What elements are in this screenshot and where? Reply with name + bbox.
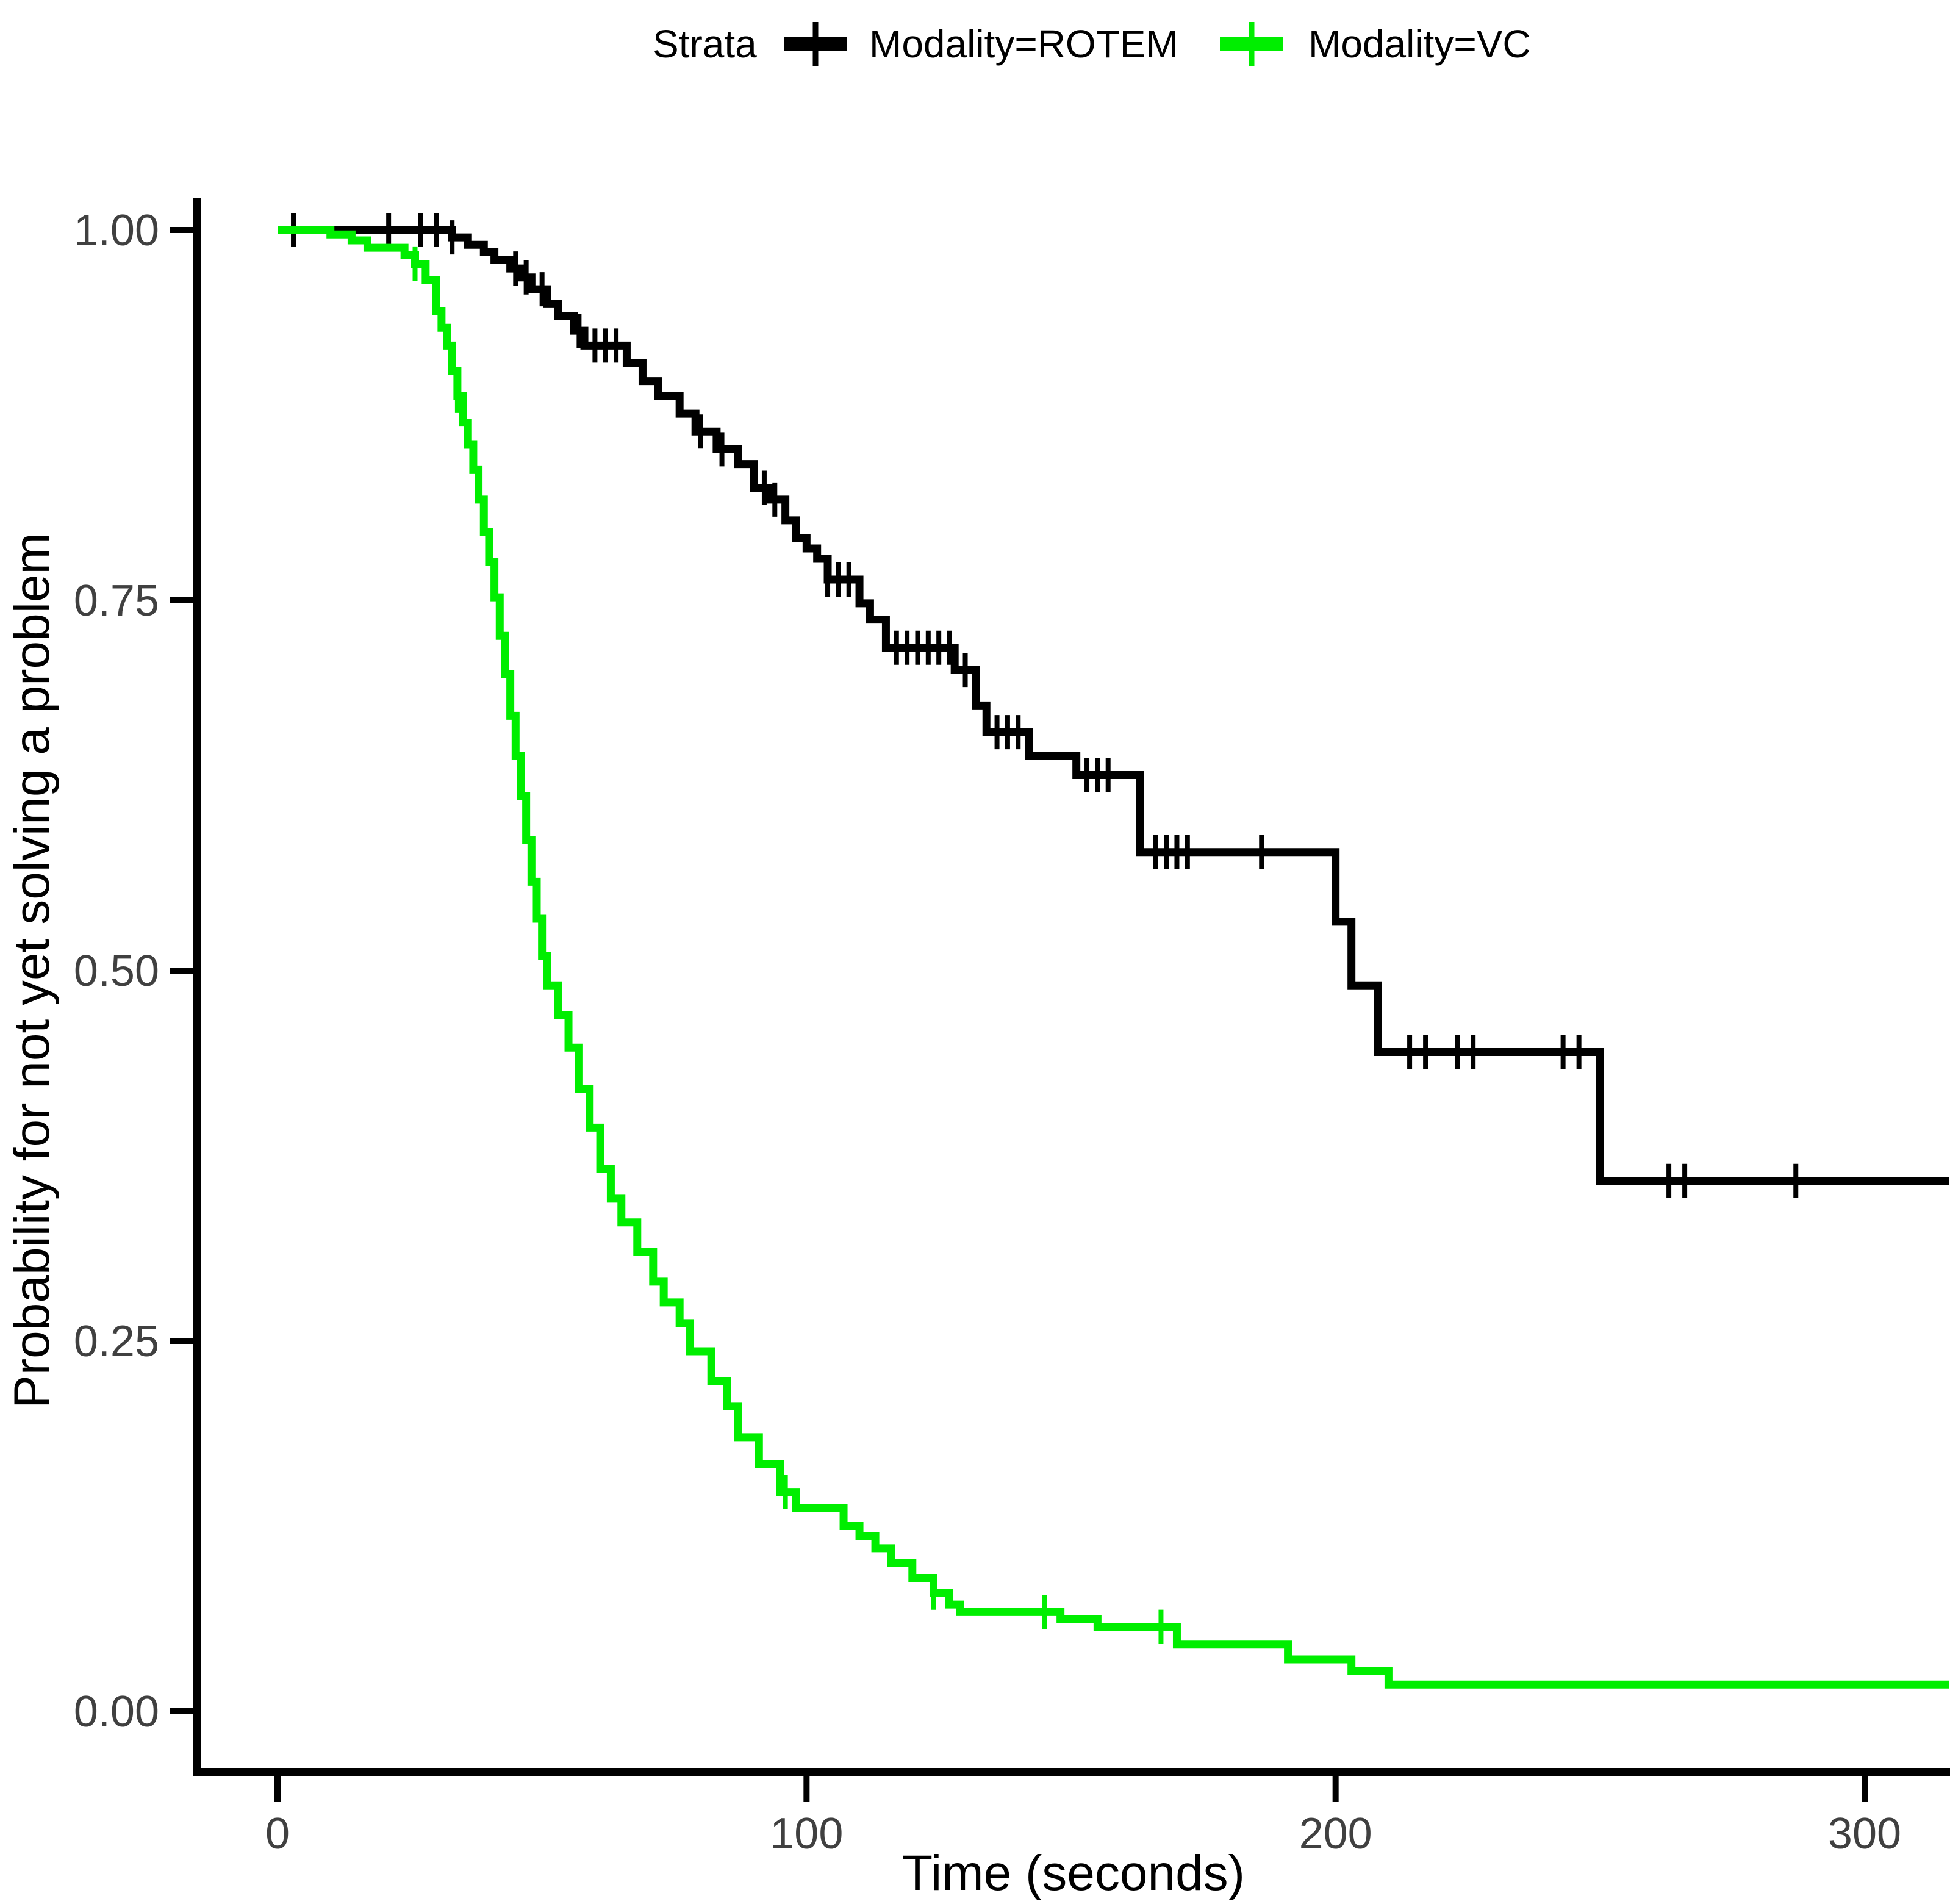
legend-title: Strata — [653, 22, 757, 66]
y-axis-title: Probability for not yet solving a proble… — [4, 533, 60, 1409]
y-tick-label: 0.75 — [74, 577, 159, 625]
x-tick-label: 0 — [265, 1809, 290, 1858]
y-tick-label: 0.00 — [74, 1687, 159, 1736]
y-tick-label: 1.00 — [74, 206, 159, 255]
rotem-curve — [278, 226, 1949, 1185]
legend-item-label: Modality=ROTEM — [869, 22, 1178, 66]
x-axis-title: Time (seconds) — [902, 1845, 1245, 1901]
x-tick-label: 200 — [1299, 1809, 1372, 1858]
y-tick-label: 0.25 — [74, 1317, 159, 1366]
y-tick-label: 0.50 — [74, 947, 159, 996]
x-tick-label: 100 — [770, 1809, 843, 1858]
vc-curve — [278, 226, 1949, 1689]
legend-item-label: Modality=VC — [1308, 22, 1531, 66]
x-tick-label: 300 — [1828, 1809, 1901, 1858]
